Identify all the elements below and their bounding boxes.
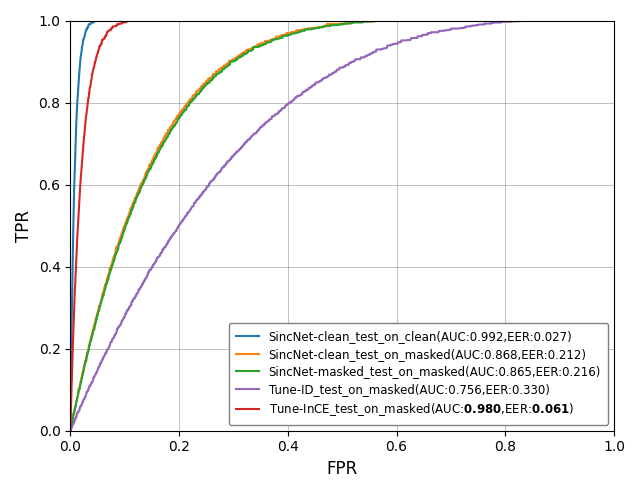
SincNet-masked_test_on_masked(AUC:0.865,EER:0.216) <box>383 18 391 24</box>
SincNet-clean_test_on_masked(AUC:0.868,EER:0.212) <box>94 309 102 315</box>
SincNet-masked_test_on_masked(AUC:0.865,EER:0.216) <box>331 22 339 28</box>
SincNet-masked_test_on_masked(AUC:0.865,EER:0.216) <box>67 428 74 434</box>
Tune-ID_test_on_masked(AUC:0.756,EER:0.330) <box>67 428 74 434</box>
SincNet-clean_test_on_clean(AUC:0.992,EER:0.027) <box>610 18 618 24</box>
Tune-ID_test_on_masked(AUC:0.756,EER:0.330) <box>595 18 602 24</box>
SincNet-masked_test_on_masked(AUC:0.865,EER:0.216) <box>316 24 324 30</box>
SincNet-masked_test_on_masked(AUC:0.865,EER:0.216) <box>495 18 502 24</box>
Tune-InCE_test_on_masked(AUC:0.980,EER:0.061) <box>331 18 339 24</box>
Line: SincNet-clean_test_on_clean(AUC:0.992,EER:0.027): SincNet-clean_test_on_clean(AUC:0.992,EE… <box>70 21 614 431</box>
Tune-InCE_test_on_masked(AUC:0.980,EER:0.061) <box>610 18 618 24</box>
SincNet-clean_test_on_masked(AUC:0.868,EER:0.212) <box>595 18 602 24</box>
Tune-ID_test_on_masked(AUC:0.756,EER:0.330) <box>610 18 618 24</box>
Tune-InCE_test_on_masked(AUC:0.980,EER:0.061) <box>134 18 142 24</box>
Line: SincNet-masked_test_on_masked(AUC:0.865,EER:0.216): SincNet-masked_test_on_masked(AUC:0.865,… <box>70 21 614 431</box>
Tune-ID_test_on_masked(AUC:0.756,EER:0.330) <box>528 18 536 24</box>
Tune-InCE_test_on_masked(AUC:0.980,EER:0.061) <box>317 18 324 24</box>
SincNet-clean_test_on_clean(AUC:0.992,EER:0.027) <box>95 18 102 24</box>
Tune-ID_test_on_masked(AUC:0.756,EER:0.330) <box>94 366 102 372</box>
Line: Tune-InCE_test_on_masked(AUC:0.980,EER:0.061): Tune-InCE_test_on_masked(AUC:0.980,EER:0… <box>70 21 614 431</box>
SincNet-clean_test_on_clean(AUC:0.992,EER:0.027) <box>317 18 324 24</box>
SincNet-clean_test_on_masked(AUC:0.868,EER:0.212) <box>331 21 339 27</box>
Tune-InCE_test_on_masked(AUC:0.980,EER:0.061) <box>94 50 102 56</box>
Tune-InCE_test_on_masked(AUC:0.980,EER:0.061) <box>595 18 602 24</box>
SincNet-clean_test_on_clean(AUC:0.992,EER:0.027) <box>67 428 74 434</box>
Tune-InCE_test_on_masked(AUC:0.980,EER:0.061) <box>495 18 502 24</box>
SincNet-clean_test_on_clean(AUC:0.992,EER:0.027) <box>331 18 339 24</box>
Tune-InCE_test_on_masked(AUC:0.980,EER:0.061) <box>67 428 74 434</box>
Y-axis label: TPR: TPR <box>15 210 33 242</box>
SincNet-clean_test_on_clean(AUC:0.992,EER:0.027) <box>595 18 602 24</box>
SincNet-clean_test_on_masked(AUC:0.868,EER:0.212) <box>495 18 502 24</box>
SincNet-masked_test_on_masked(AUC:0.865,EER:0.216) <box>94 311 102 317</box>
SincNet-masked_test_on_masked(AUC:0.865,EER:0.216) <box>610 18 618 24</box>
SincNet-clean_test_on_masked(AUC:0.868,EER:0.212) <box>67 428 74 434</box>
SincNet-clean_test_on_clean(AUC:0.992,EER:0.027) <box>595 18 602 24</box>
SincNet-clean_test_on_clean(AUC:0.992,EER:0.027) <box>495 18 502 24</box>
Tune-InCE_test_on_masked(AUC:0.980,EER:0.061) <box>595 18 602 24</box>
SincNet-masked_test_on_masked(AUC:0.865,EER:0.216) <box>595 18 602 24</box>
Tune-ID_test_on_masked(AUC:0.756,EER:0.330) <box>495 20 502 26</box>
Tune-ID_test_on_masked(AUC:0.756,EER:0.330) <box>595 18 602 24</box>
SincNet-clean_test_on_clean(AUC:0.992,EER:0.027) <box>94 18 102 24</box>
X-axis label: FPR: FPR <box>326 460 358 478</box>
SincNet-clean_test_on_masked(AUC:0.868,EER:0.212) <box>610 18 618 24</box>
Line: SincNet-clean_test_on_masked(AUC:0.868,EER:0.212): SincNet-clean_test_on_masked(AUC:0.868,E… <box>70 21 614 431</box>
Legend: SincNet-clean_test_on_clean(AUC:0.992,EER:0.027), SincNet-clean_test_on_masked(A: SincNet-clean_test_on_clean(AUC:0.992,EE… <box>228 323 608 425</box>
Tune-ID_test_on_masked(AUC:0.756,EER:0.330) <box>316 78 324 84</box>
SincNet-clean_test_on_masked(AUC:0.868,EER:0.212) <box>316 24 324 30</box>
SincNet-clean_test_on_masked(AUC:0.868,EER:0.212) <box>392 18 400 24</box>
Tune-ID_test_on_masked(AUC:0.756,EER:0.330) <box>331 70 339 75</box>
Line: Tune-ID_test_on_masked(AUC:0.756,EER:0.330): Tune-ID_test_on_masked(AUC:0.756,EER:0.3… <box>70 21 614 431</box>
SincNet-masked_test_on_masked(AUC:0.865,EER:0.216) <box>595 18 602 24</box>
SincNet-clean_test_on_masked(AUC:0.868,EER:0.212) <box>595 18 602 24</box>
